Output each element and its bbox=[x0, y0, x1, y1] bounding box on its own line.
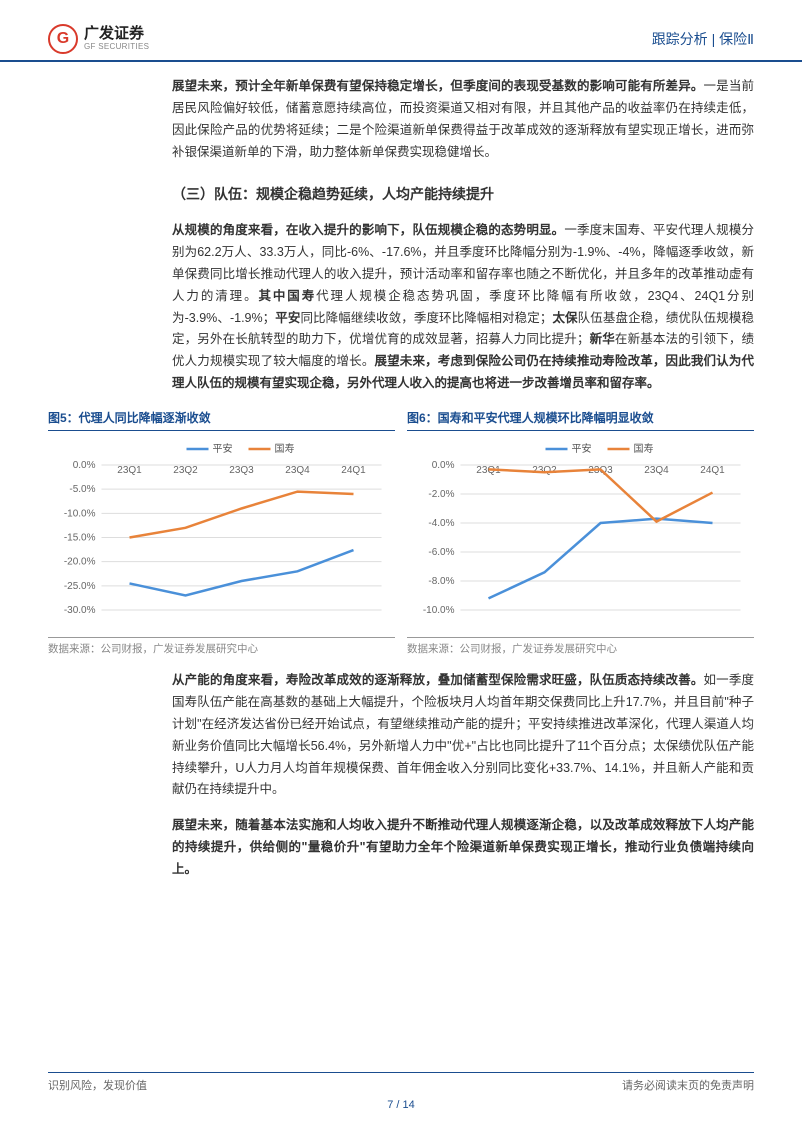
svg-text:23Q3: 23Q3 bbox=[229, 465, 254, 476]
header-category: 跟踪分析 | 保险Ⅱ bbox=[652, 29, 754, 49]
chart-6: 图6：国寿和平安代理人规模环比降幅明显收敛 -10.0% -8.0% -6.0% -4… bbox=[407, 409, 754, 656]
svg-text:24Q1: 24Q1 bbox=[341, 465, 366, 476]
logo-en: GF SECURITIES bbox=[84, 43, 149, 52]
svg-text:23Q4: 23Q4 bbox=[644, 465, 669, 476]
main-content-2: 从产能的角度来看，寿险改革成效的逐渐释放，叠加储蓄型保险需求旺盛，队伍质态持续改… bbox=[0, 660, 802, 881]
svg-text:0.0%: 0.0% bbox=[432, 460, 455, 471]
section-3-title: （三）队伍：规模企稳趋势延续，人均产能持续提升 bbox=[172, 182, 754, 207]
svg-text:24Q1: 24Q1 bbox=[700, 465, 725, 476]
svg-text:23Q2: 23Q2 bbox=[173, 465, 198, 476]
chart-5-svg: -30.0% -25.0% -20.0% -15.0% -10.0% -5.0% 0.0% 2… bbox=[48, 437, 395, 632]
chart-6-source: 数据来源：公司财报，广发证券发展研究中心 bbox=[407, 637, 754, 656]
svg-text:国寿: 国寿 bbox=[275, 442, 295, 455]
svg-text:国寿: 国寿 bbox=[634, 442, 654, 455]
chart-5-source: 数据来源：公司财报，广发证券发展研究中心 bbox=[48, 637, 395, 656]
paragraph-3: 从产能的角度来看，寿险改革成效的逐渐释放，叠加储蓄型保险需求旺盛，队伍质态持续改… bbox=[172, 670, 754, 801]
svg-text:平安: 平安 bbox=[213, 442, 233, 455]
svg-text:-2.0%: -2.0% bbox=[428, 489, 454, 500]
page-header: G 广发证券 GF SECURITIES 跟踪分析 | 保险Ⅱ bbox=[0, 0, 802, 62]
chart-6-svg: -10.0%-8.0%-6.0%-4.0%-2.0%0.0%23Q123Q223… bbox=[407, 437, 754, 632]
paragraph-1: 展望未来，预计全年新单保费有望保持稳定增长，但季度间的表现受基数的影响可能有所差… bbox=[172, 76, 754, 164]
chart-5-title: 图5：代理人同比降幅逐渐收敛 bbox=[48, 409, 395, 431]
svg-text:-8.0%: -8.0% bbox=[428, 576, 454, 587]
svg-text:-10.0%: -10.0% bbox=[64, 508, 96, 519]
svg-text:-25.0%: -25.0% bbox=[64, 581, 96, 592]
svg-text:0.0%: 0.0% bbox=[73, 460, 96, 471]
main-content: 展望未来，预计全年新单保费有望保持稳定增长，但季度间的表现受基数的影响可能有所差… bbox=[0, 62, 802, 395]
svg-text:23Q1: 23Q1 bbox=[117, 465, 142, 476]
svg-text:-5.0%: -5.0% bbox=[69, 484, 95, 495]
svg-text:-20.0%: -20.0% bbox=[64, 557, 96, 568]
logo-cn: 广发证券 bbox=[84, 26, 149, 43]
svg-text:23Q4: 23Q4 bbox=[285, 465, 310, 476]
svg-text:-10.0%: -10.0% bbox=[423, 605, 455, 616]
footer-right: 请务必阅读末页的免责声明 bbox=[622, 1077, 754, 1093]
svg-text:-15.0%: -15.0% bbox=[64, 533, 96, 544]
page-number: 7 / 14 bbox=[48, 1099, 754, 1111]
page-footer: 识别风险，发现价值 请务必阅读末页的免责声明 7 / 14 bbox=[0, 1072, 802, 1111]
charts-row: 图5：代理人同比降幅逐渐收敛 -30.0%-25.0%-20.0%-15.0%-… bbox=[0, 409, 802, 656]
svg-text:-4.0%: -4.0% bbox=[428, 518, 454, 529]
svg-text:23Q2: 23Q2 bbox=[532, 465, 557, 476]
chart-6-title: 图6：国寿和平安代理人规模环比降幅明显收敛 bbox=[407, 409, 754, 431]
paragraph-2: 从规模的角度来看，在收入提升的影响下，队伍规模企稳的态势明显。一季度末国寿、平安… bbox=[172, 220, 754, 395]
svg-text:-30.0%: -30.0% bbox=[64, 605, 96, 616]
logo: G 广发证券 GF SECURITIES bbox=[48, 24, 149, 54]
chart-5: 图5：代理人同比降幅逐渐收敛 -30.0%-25.0%-20.0%-15.0%-… bbox=[48, 409, 395, 656]
svg-text:平安: 平安 bbox=[572, 442, 592, 455]
paragraph-4: 展望未来，随着基本法实施和人均收入提升不断推动代理人规模逐渐企稳，以及改革成效释… bbox=[172, 815, 754, 881]
svg-text:-6.0%: -6.0% bbox=[428, 547, 454, 558]
footer-left: 识别风险，发现价值 bbox=[48, 1077, 147, 1093]
logo-icon: G bbox=[48, 24, 78, 54]
